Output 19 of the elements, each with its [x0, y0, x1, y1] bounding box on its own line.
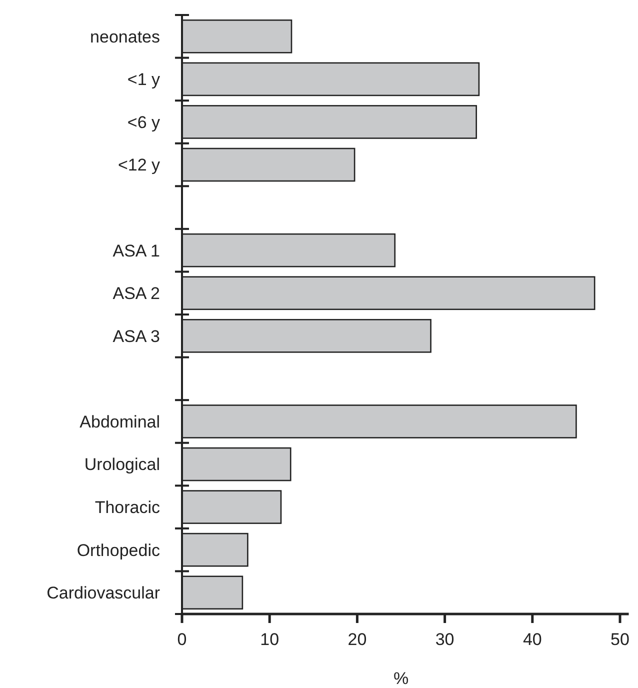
y-tick-label: ASA 3: [112, 326, 160, 346]
y-tick-label: neonates: [90, 27, 160, 46]
y-tick-label: Abdominal: [80, 412, 160, 432]
y-tick-label: <12 y: [118, 156, 160, 175]
x-tick-label: 30: [435, 630, 454, 650]
x-tick-label: 40: [522, 630, 542, 650]
y-tick-label: Orthopedic: [76, 540, 160, 560]
x-axis-title: %: [393, 669, 409, 688]
y-tick-label: <1 y: [127, 70, 160, 90]
y-tick-label: Cardiovascular: [46, 584, 160, 603]
y-tick-label: Urological: [84, 455, 160, 474]
x-tick-label: 20: [348, 630, 367, 650]
y-tick-label: <6 y: [127, 112, 160, 132]
x-tick-label: 10: [260, 630, 280, 650]
y-tick-label: Thoracic: [94, 498, 160, 517]
y-tick-label: ASA 2: [112, 284, 160, 304]
y-tick-label: ASA 1: [112, 241, 160, 260]
x-tick-label: 50: [610, 630, 630, 650]
x-tick-label: 0: [177, 630, 187, 650]
